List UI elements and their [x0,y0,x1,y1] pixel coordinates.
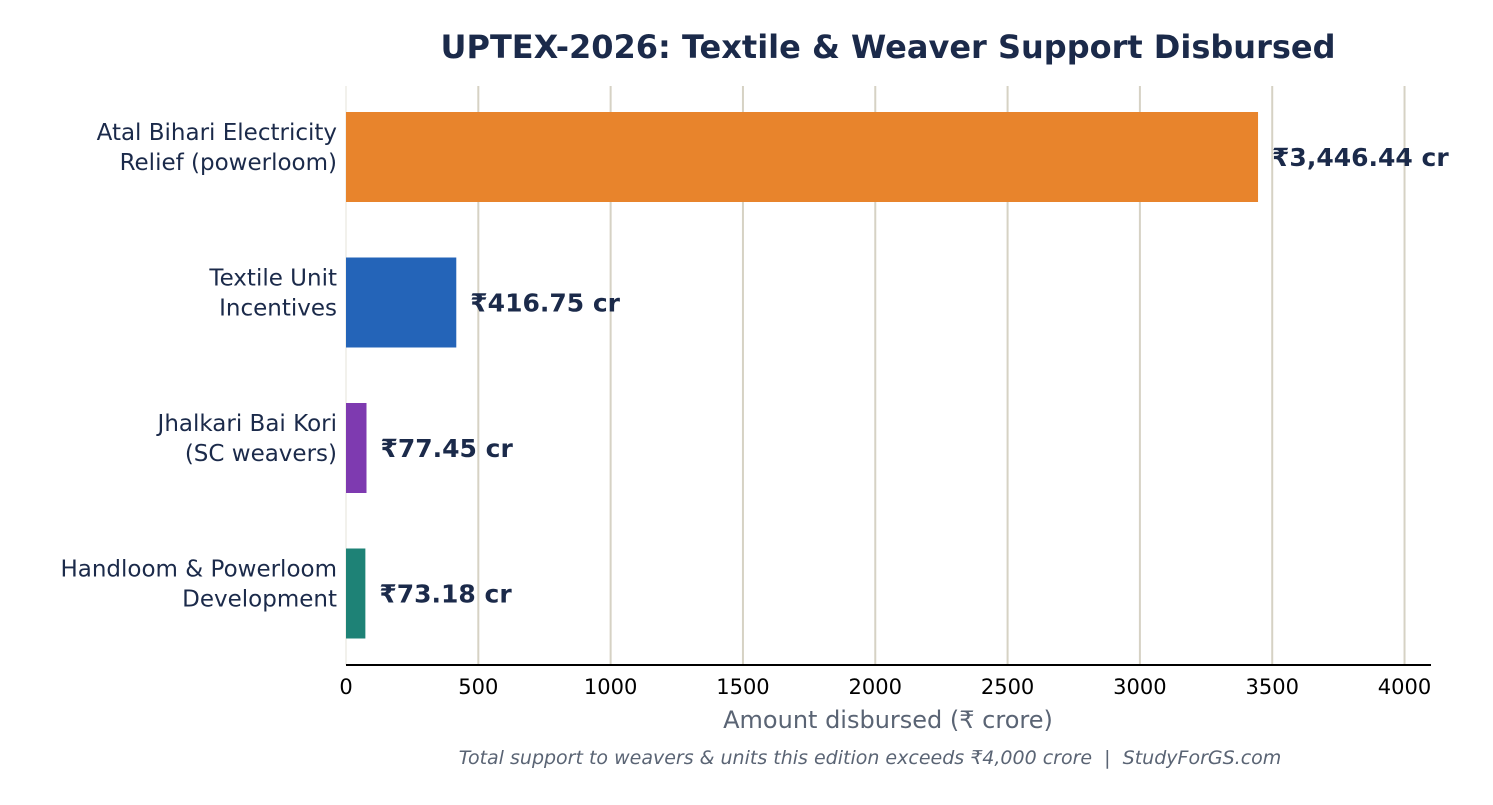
category-label-1: Textile Unit Incentives [208,266,337,322]
value-label-1: ₹416.75 cr [470,289,620,318]
x-tick-label-2000: 2000 [849,675,902,699]
bar-3 [346,548,366,639]
x-tick-label-3000: 3000 [1113,675,1166,699]
x-tick-label-1500: 1500 [716,675,769,699]
x-tick-label-0: 0 [339,675,352,699]
x-axis-label: Amount disbursed (₹ crore) [723,706,1053,734]
value-label-2: ₹77.45 cr [380,434,513,463]
x-tick-label-2500: 2500 [981,675,1034,699]
x-tick-label-1000: 1000 [584,675,637,699]
value-label-3: ₹73.18 cr [379,580,512,609]
chart-title: UPTEX-2026: Textile & Weaver Support Dis… [441,28,1336,66]
bar-1 [346,257,457,348]
bar-0 [346,112,1259,202]
bars [346,112,1259,639]
bar-2 [346,403,367,493]
category-label-2: Jhalkari Bai Kori (SC weavers) [156,411,337,467]
x-tick-labels: 0 500 1000 1500 2000 2500 3000 3500 4000 [339,675,1431,699]
category-label-0: Atal Bihari Electricity Relief (powerloom… [97,120,337,176]
value-label-0: ₹3,446.44 cr [1272,143,1449,172]
x-tick-label-3500: 3500 [1245,675,1298,699]
x-tick-label-500: 500 [458,675,498,699]
value-labels: ₹3,446.44 cr ₹416.75 cr ₹77.45 cr ₹73.18 cr [379,143,1449,609]
footnote: Total support to weavers & units this ed… [459,747,1282,769]
x-tick-label-4000: 4000 [1378,675,1431,699]
category-label-3: Handloom & Powerloom Development [60,557,337,613]
category-labels: Atal Bihari Electricity Relief (powerloom… [60,120,337,613]
